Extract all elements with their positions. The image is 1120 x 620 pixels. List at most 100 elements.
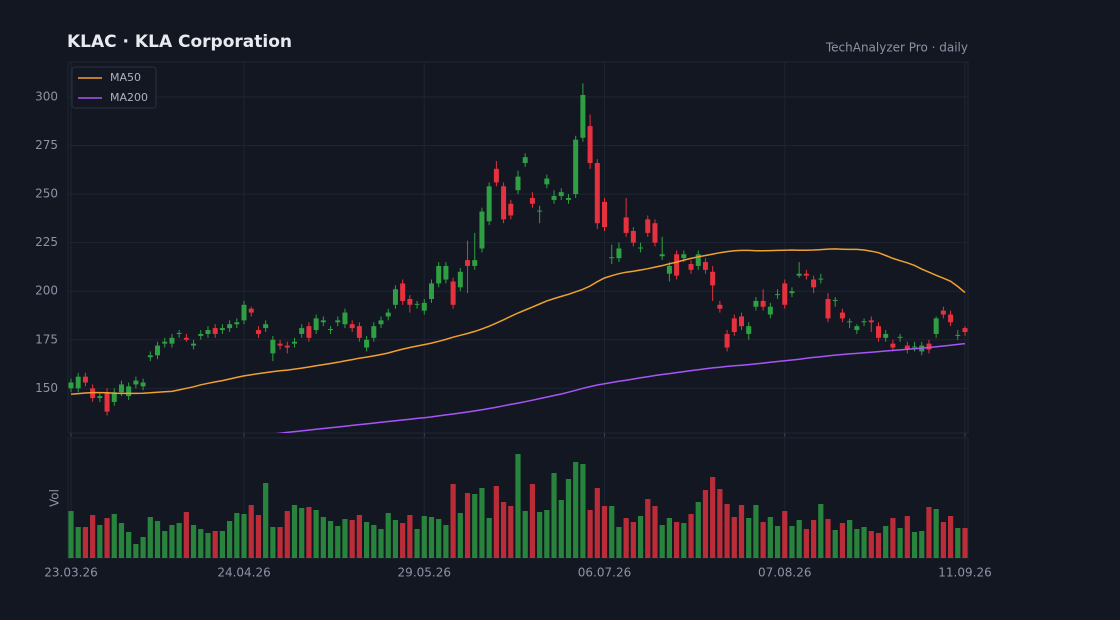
volume-bar [162, 531, 168, 558]
candle-body [688, 264, 694, 270]
volume-bar [176, 523, 182, 558]
volume-bar [767, 517, 773, 558]
candle-body [558, 192, 564, 197]
volume-bar [746, 518, 752, 558]
candle-body [717, 304, 723, 309]
candle-body [890, 343, 896, 348]
candle-body [638, 247, 644, 249]
volume-bar [609, 506, 615, 558]
volume-bar [674, 522, 680, 558]
candle-body [796, 273, 802, 276]
candle-body [349, 324, 355, 329]
volume-bar [947, 516, 954, 558]
volume-bar [263, 483, 269, 558]
candle-body [292, 341, 297, 344]
volume-bar [630, 522, 636, 558]
volume-bar [342, 519, 348, 558]
volume-bar [219, 531, 226, 558]
candle-body [695, 254, 701, 266]
volume-bar [255, 515, 262, 558]
volume-bar [717, 489, 723, 558]
candle-body [602, 201, 608, 228]
candle-body [198, 333, 204, 336]
candle-body [378, 320, 384, 325]
candle-body [320, 320, 326, 323]
candle-body [789, 291, 795, 294]
candle-body [342, 312, 348, 325]
moving-averages [70, 248, 966, 433]
candle-body [681, 254, 687, 259]
candle-body [724, 333, 730, 348]
volume-bar [154, 521, 161, 558]
candle-body [803, 273, 809, 276]
candle-body [594, 163, 600, 224]
volume-bar [760, 522, 766, 558]
ma-line [275, 342, 966, 433]
candle-body [255, 330, 261, 334]
volume-bar [248, 505, 254, 558]
candles [68, 83, 968, 416]
volume-bar [349, 520, 355, 558]
candle-body [948, 314, 954, 323]
candle-body [241, 304, 247, 321]
candle-body [428, 283, 434, 299]
candle-body [875, 326, 881, 338]
volume-bar [529, 484, 536, 558]
volume-bar [861, 527, 867, 558]
candle-body [508, 203, 514, 216]
candle-body [746, 326, 752, 334]
volume-bar [868, 531, 874, 558]
volume-bar [580, 464, 586, 558]
y-tick-label: 250 [35, 187, 58, 201]
candle-body [191, 343, 197, 346]
volume-bar [508, 506, 514, 558]
volume-bar [241, 514, 247, 558]
legend-label: MA200 [110, 91, 148, 104]
y-tick-label: 200 [35, 284, 58, 298]
candle-body [248, 308, 254, 313]
candle-body [421, 302, 427, 311]
candle-body [904, 345, 910, 350]
volume-bar [854, 529, 860, 558]
candle-body [126, 386, 132, 397]
candle-body [227, 324, 233, 329]
candle-body [68, 382, 74, 389]
volume-bar [126, 532, 132, 558]
volume-bar [400, 523, 406, 558]
candle-body [335, 320, 341, 323]
candle-body [356, 326, 362, 338]
volume-bar [493, 486, 499, 558]
volume-bar [378, 529, 384, 558]
volume-bar [522, 511, 528, 558]
volume-bar [551, 473, 557, 558]
x-tick-label: 23.03.26 [44, 566, 97, 580]
candle-body [652, 223, 658, 243]
candle-body [839, 312, 845, 319]
axis-labels: 150 175 200 225 250 275 300 23.03.26 24.04.26 29.… [35, 89, 992, 579]
volume-bar [702, 490, 709, 558]
volume-bar [356, 515, 362, 558]
candle-body [731, 318, 737, 332]
volume-bar [803, 529, 809, 558]
candle-body [436, 265, 442, 284]
volume-bar [897, 528, 903, 558]
candle-body [760, 300, 766, 307]
y-tick-label: 225 [35, 235, 58, 249]
volume-bar [205, 533, 211, 558]
volume-bar [472, 494, 478, 558]
volume-bar [825, 519, 831, 558]
volume-bar [724, 504, 730, 558]
candle-body [522, 157, 528, 164]
volume-bar [789, 526, 795, 558]
volume-bar [782, 511, 788, 558]
volume-bar [291, 505, 298, 558]
candle-body [573, 139, 579, 195]
candle-body [940, 310, 946, 315]
candle-body [753, 300, 759, 307]
volume-bar [428, 517, 435, 558]
candle-body [371, 326, 377, 338]
candle-body [212, 328, 218, 334]
volume-bar [385, 513, 391, 558]
candle-body [645, 219, 651, 233]
